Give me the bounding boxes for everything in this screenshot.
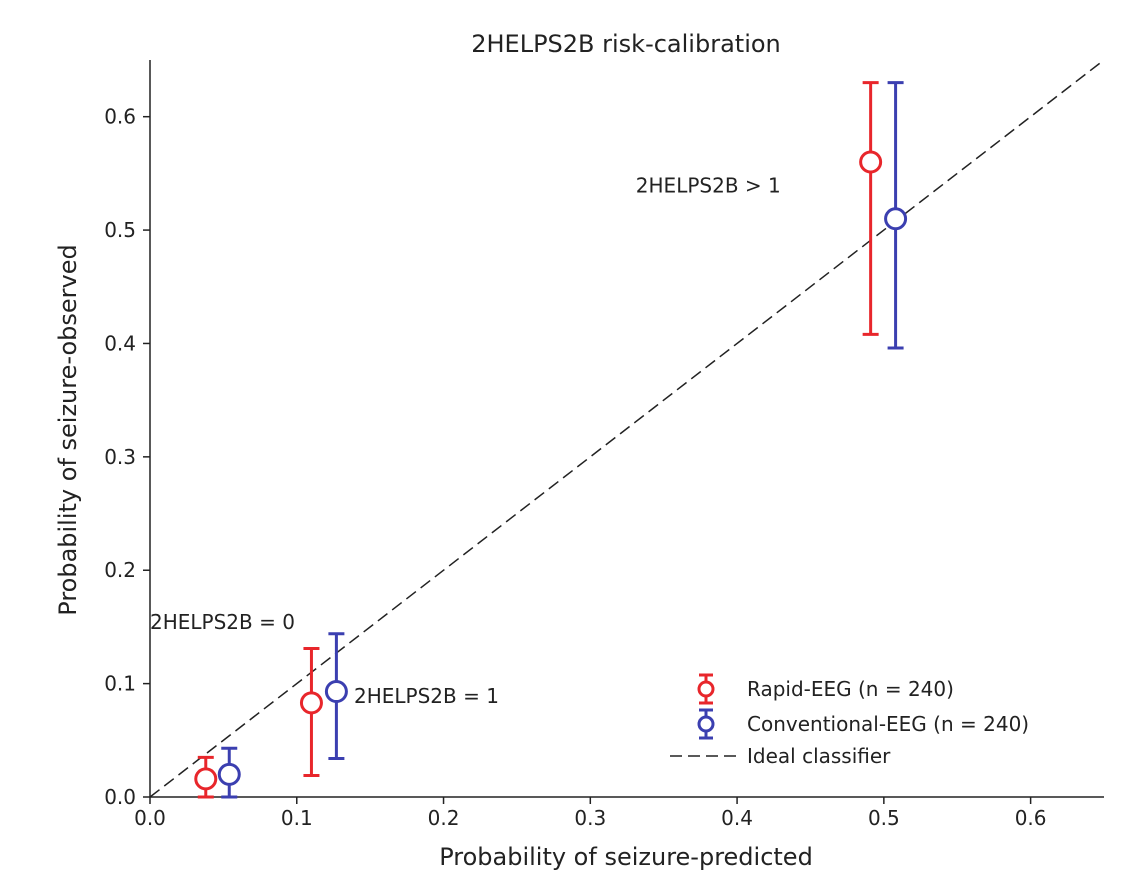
x-tick-label: 0.2: [428, 806, 460, 830]
data-point: [299, 646, 323, 777]
legend-marker: [697, 715, 715, 733]
series-0: [194, 81, 883, 799]
annotations: 2HELPS2B = 0 2HELPS2B = 1 2HELPS2B > 1: [150, 174, 781, 708]
y-axis-label: Probability of seizure-observed: [54, 244, 82, 615]
point-marker: [217, 762, 241, 786]
y-tick-label: 0.6: [104, 105, 136, 129]
point-marker: [859, 150, 883, 174]
y-tick-label: 0.5: [104, 218, 136, 242]
y-tick-label: 0.4: [104, 331, 136, 355]
legend-marker: [697, 680, 715, 698]
legend-entry: Ideal classifier: [670, 744, 891, 768]
x-tick-label: 0.4: [721, 806, 753, 830]
x-tick-label: 0.6: [1015, 806, 1047, 830]
x-tick-label: 0.0: [134, 806, 166, 830]
annotation-label: 2HELPS2B > 1: [636, 174, 781, 198]
data-point: [884, 81, 908, 350]
data-point: [194, 755, 218, 799]
data-point: [859, 81, 883, 336]
data-point: [324, 632, 348, 760]
y-axis-ticks: 0.0 0.1 0.2 0.3 0.4 0.5 0.6: [104, 105, 150, 809]
x-tick-label: 0.3: [574, 806, 606, 830]
annotation-label: 2HELPS2B = 1: [354, 684, 499, 708]
point-marker: [884, 207, 908, 231]
point-marker: [299, 691, 323, 715]
annotation-label: 2HELPS2B = 0: [150, 610, 295, 634]
y-tick-label: 0.2: [104, 558, 136, 582]
series-1: [217, 81, 908, 799]
data-point: [217, 746, 241, 799]
x-tick-label: 0.5: [868, 806, 900, 830]
legend-entry: Rapid-EEG (n = 240): [697, 673, 954, 705]
ideal-classifier-line: [149, 59, 1105, 798]
legend-label: Rapid-EEG (n = 240): [747, 677, 954, 701]
ideal-classifier-reference-line: [149, 59, 1105, 798]
legend-entry: Conventional-EEG (n = 240): [697, 708, 1029, 740]
x-axis-ticks: 0.0 0.1 0.2 0.3 0.4 0.5 0.6: [134, 797, 1047, 830]
point-marker: [324, 680, 348, 704]
legend-label: Ideal classifier: [747, 744, 891, 768]
y-tick-label: 0.1: [104, 672, 136, 696]
x-tick-label: 0.1: [281, 806, 313, 830]
y-tick-label: 0.0: [104, 785, 136, 809]
data-series: [194, 81, 908, 799]
x-axis-label: Probability of seizure-predicted: [439, 843, 813, 871]
y-tick-label: 0.3: [104, 445, 136, 469]
chart-title: 2HELPS2B risk-calibration: [471, 30, 781, 58]
legend: Rapid-EEG (n = 240) Conventional-EEG (n =…: [670, 673, 1029, 768]
legend-label: Conventional-EEG (n = 240): [747, 712, 1029, 736]
point-marker: [194, 767, 218, 791]
axes: [149, 60, 1104, 798]
